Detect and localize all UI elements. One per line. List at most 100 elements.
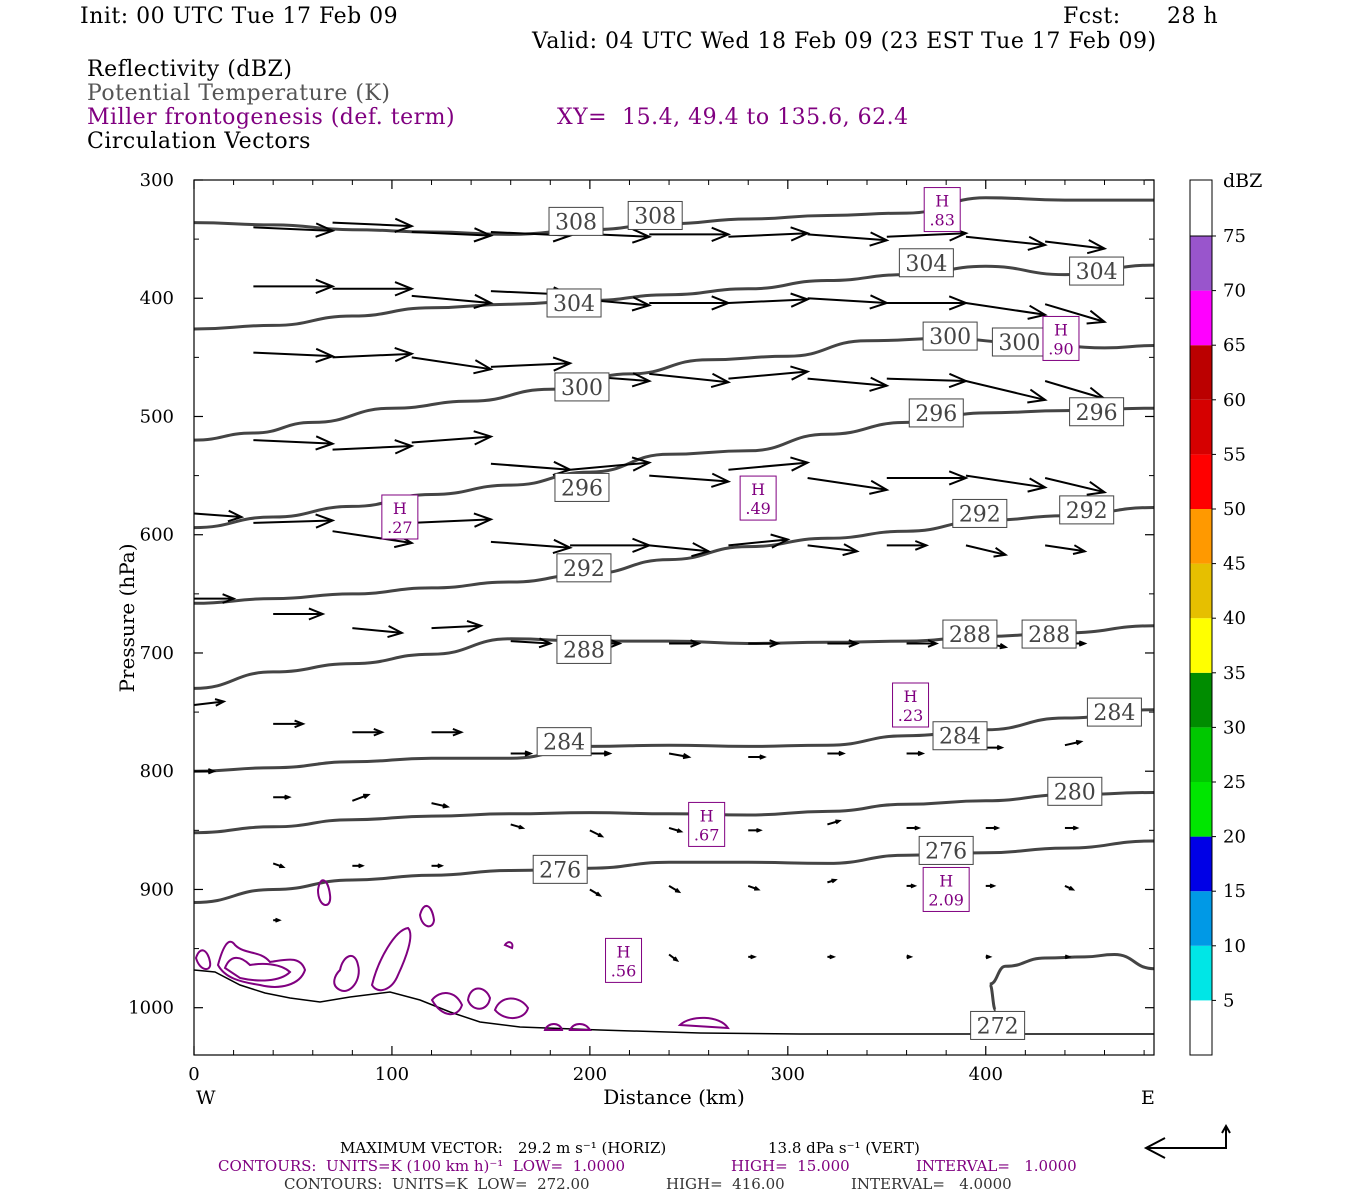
theta-label-box <box>546 288 602 318</box>
circulation-vector <box>490 462 571 471</box>
circulation-vector-head <box>790 456 811 472</box>
theta-line-276 <box>194 839 1154 904</box>
circulation-vector-head <box>552 356 573 372</box>
circulation-vector-head <box>387 625 405 639</box>
y-tick-label: 1000 <box>128 998 174 1019</box>
fronto-contour <box>216 940 307 988</box>
max-vector-horizontal: 29.2 m s⁻¹ (HORIZ) <box>518 1139 667 1157</box>
init-time: Init: 00 UTC Tue 17 Feb 09 <box>80 4 399 29</box>
max-vector-label: MAXIMUM VECTOR: <box>340 1139 503 1157</box>
circulation-vector <box>807 544 858 553</box>
fronto-contour-interval: INTERVAL= 1.0000 <box>916 1157 1077 1175</box>
circulation-vector <box>965 380 1046 401</box>
colorbar-unit: dBZ <box>1223 170 1262 192</box>
circulation-vector-head <box>473 293 494 310</box>
circulation-vector-head <box>835 819 842 825</box>
x-axis-end-left: W <box>196 1087 216 1109</box>
y-axis-ticks: 300 400 500 600 700 800 900 1000 <box>128 170 1154 1019</box>
circulation-vector-head <box>848 639 860 648</box>
circulation-vector <box>965 235 1046 247</box>
circulation-vector-head <box>473 512 494 528</box>
theta-label-284: 284 <box>1086 697 1142 727</box>
colorbar-tick-label: 30 <box>1223 717 1246 738</box>
circulation-vector-head <box>315 435 336 451</box>
valid-time: Valid: 04 UTC Wed 18 Feb 09 (23 EST Tue … <box>532 29 1157 54</box>
theta-label-284: 284 <box>932 721 988 751</box>
circulation-vector-head <box>1086 480 1108 496</box>
theta-label-box <box>1047 776 1103 806</box>
theta-label-text: 276 <box>925 839 967 864</box>
theta-label-text: 296 <box>915 402 957 427</box>
circulation-vector <box>194 512 242 518</box>
theta-label-288: 288 <box>942 619 998 649</box>
colorbar-cell <box>1190 727 1212 782</box>
circulation-vector-head <box>363 793 371 800</box>
colorbar-tick-label: 70 <box>1223 281 1246 302</box>
theta-contour-info: CONTOURS: UNITS=K LOW= 272.00 <box>284 1175 590 1193</box>
reference-vector-head <box>1143 1137 1166 1159</box>
circulation-vector-head <box>711 295 732 311</box>
legend-xy-endpoints: XY= 15.4, 49.4 to 135.6, 62.4 <box>557 105 909 130</box>
x-tick-label: 0 <box>188 1064 199 1085</box>
circulation-vector-head <box>831 878 838 884</box>
fronto-contour <box>223 956 292 982</box>
theta-label-box <box>536 727 592 757</box>
circulation-vector-head <box>473 227 494 243</box>
fronto-max-marker: H.23 <box>892 682 930 728</box>
colorbar-cell <box>1190 345 1212 400</box>
theta-label-text: 304 <box>553 292 595 317</box>
circulation-vector-head <box>917 750 926 757</box>
circulation-vector-head <box>437 863 445 869</box>
theta-label-292: 292 <box>952 498 1008 528</box>
circulation-vector-head <box>790 292 811 308</box>
fronto-contour <box>543 1023 564 1031</box>
circulation-vector-head <box>1072 544 1088 555</box>
x-axis-end-right: E <box>1141 1087 1155 1109</box>
circulation-vector <box>253 519 333 524</box>
fronto-max-box <box>922 866 970 912</box>
theta-contour-high: HIGH= 416.00 <box>666 1175 785 1193</box>
circulation-vector-head <box>524 750 534 757</box>
theta-label-box <box>908 398 964 428</box>
circulation-vector-head <box>610 639 623 648</box>
theta-label-text: 300 <box>929 325 971 350</box>
colorbar-cell <box>1190 290 1212 346</box>
circulation-vector-head <box>869 376 890 392</box>
colorbar-tick-label: 45 <box>1223 554 1246 575</box>
theta-line-288 <box>194 624 1154 690</box>
theta-label-box <box>932 721 988 751</box>
circulation-vector <box>431 624 482 630</box>
circulation-vector-head <box>910 883 918 889</box>
circulation-vector-head <box>207 768 217 775</box>
colorbar-tick-label: 60 <box>1223 390 1246 411</box>
circulation-vector <box>411 294 491 304</box>
theta-label-box <box>554 372 610 402</box>
circulation-vector <box>728 298 808 304</box>
colorbar-tick-label: 55 <box>1223 444 1246 465</box>
theta-label-304: 304 <box>898 248 954 278</box>
theta-label-box <box>942 619 998 649</box>
max-vector-vertical: 13.8 dPa s⁻¹ (VERT) <box>768 1139 920 1157</box>
circulation-vector-head <box>842 543 860 557</box>
theta-label-box <box>918 835 974 865</box>
fronto-max-marker: H.49 <box>739 475 777 521</box>
circulation-vector <box>807 233 887 242</box>
fronto-contour <box>430 992 464 1016</box>
reflectivity-colorbar: 5 10 15 20 25 30 35 40 45 50 55 60 65 70 75 <box>1189 179 1246 1056</box>
fronto-max-marker: H.90 <box>1042 315 1080 361</box>
theta-label-text: 308 <box>634 204 676 229</box>
circulation-vector-head <box>906 954 914 960</box>
circulation-vector <box>332 352 412 359</box>
circulation-vector <box>1045 240 1105 250</box>
circulation-vector <box>965 474 1046 489</box>
theta-label-box <box>532 854 588 884</box>
circulation-vector <box>490 540 571 549</box>
theta-contour-interval: INTERVAL= 4.0000 <box>851 1175 1012 1193</box>
circulation-vector-head <box>682 752 692 760</box>
circulation-vector-head <box>315 513 336 529</box>
theta-label-box <box>1069 397 1125 427</box>
fronto-max-box <box>605 937 643 983</box>
fronto-max-letter: H <box>617 942 631 961</box>
theta-label-box <box>556 634 612 664</box>
circulation-vector-head <box>750 954 757 960</box>
